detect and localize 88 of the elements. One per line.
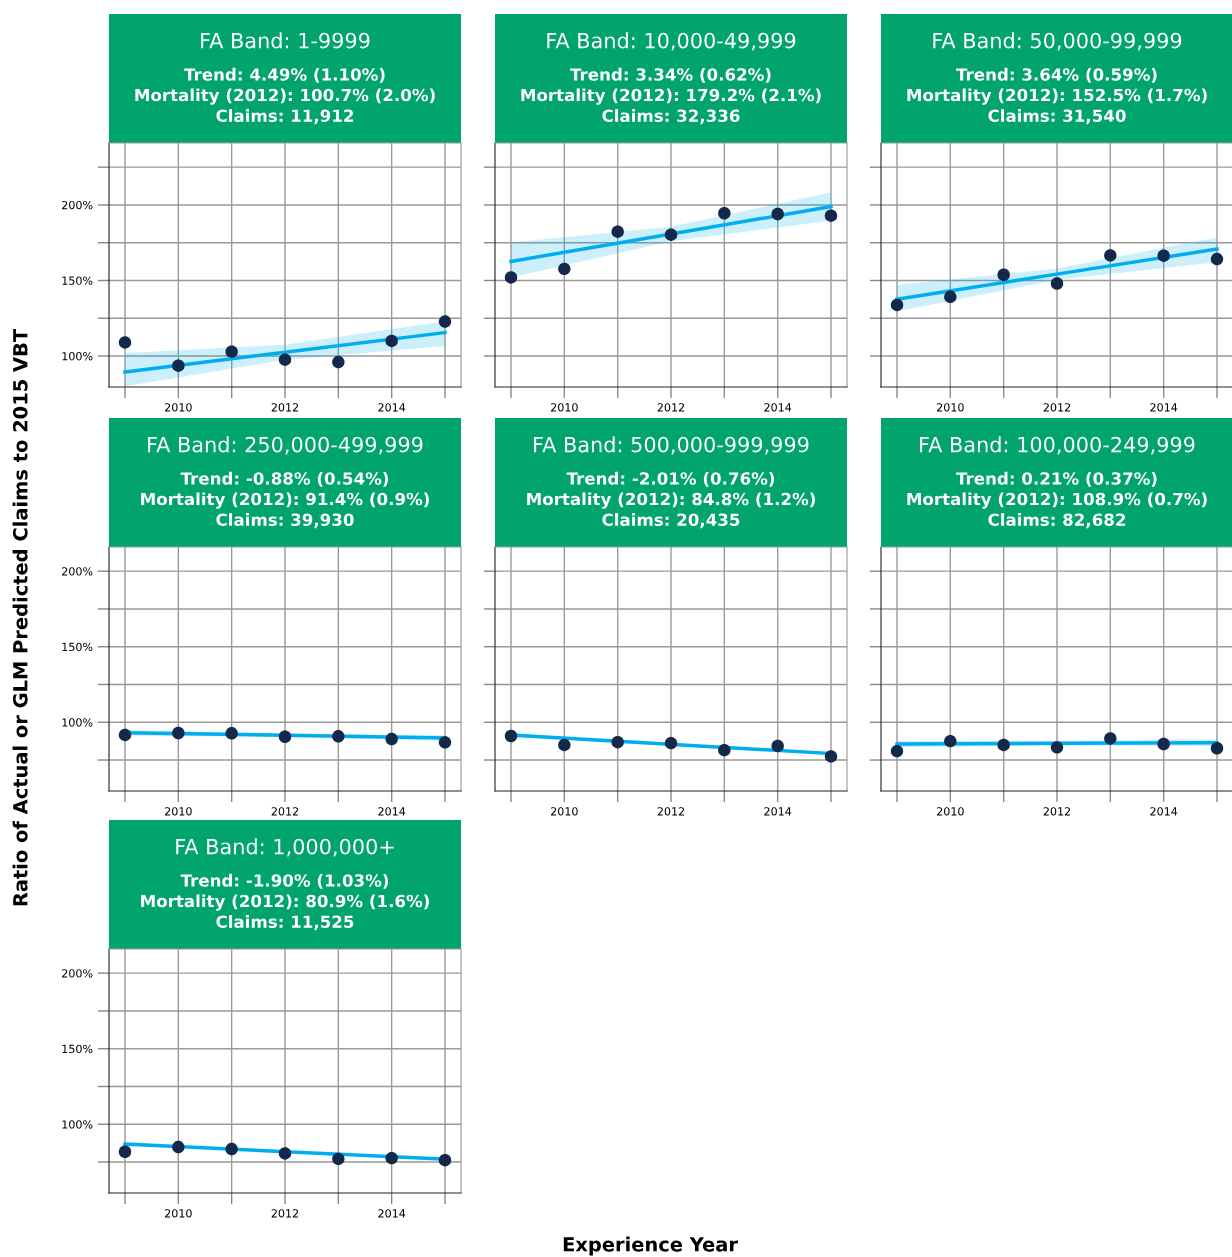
point xyxy=(1050,741,1064,754)
chart-subtitle: Trend: 4.49% (1.10%) Mortality (2012): 100.7% (2.0%) Claims: 11,912 xyxy=(135,67,435,125)
point xyxy=(824,209,838,222)
point xyxy=(1157,249,1170,262)
chart-title: FA Band: 250,000-499,999 xyxy=(148,436,423,455)
point xyxy=(278,730,292,743)
x-tick-label: 2014 xyxy=(1150,403,1178,412)
x-tick-label: 2014 xyxy=(378,1209,406,1218)
point xyxy=(718,207,731,220)
point xyxy=(1104,732,1117,745)
point xyxy=(944,290,957,304)
x-tick-label: 2010 xyxy=(165,403,192,412)
chart-subtitle: Trend: -2.01% (0.76%) Mortality (2012): 84.8% (1.2%) Claims: 20,435 xyxy=(527,471,815,529)
chart-title: FA Band: 100,000-249,999 xyxy=(920,436,1195,455)
y-tick-label: 100% xyxy=(62,1120,93,1129)
chart-title: FA Band: 10,000-49,999 xyxy=(547,32,796,51)
y-tick-label: 100% xyxy=(62,718,93,727)
x-tick-label: 2014 xyxy=(764,807,792,816)
x-tick-label: 2014 xyxy=(1150,807,1178,816)
x-tick-label: 2010 xyxy=(165,807,192,816)
point xyxy=(332,355,345,369)
point xyxy=(718,744,731,757)
y-tick-label: 200% xyxy=(62,567,93,576)
x-tick-label: 2014 xyxy=(378,807,406,816)
point xyxy=(332,730,345,743)
chart-subtitle: Trend: 3.34% (0.62%) Mortality (2012): 179.2% (2.1%) Claims: 32,336 xyxy=(521,67,821,125)
x-tick-label: 2010 xyxy=(551,807,578,816)
point xyxy=(1104,249,1117,262)
chart-subtitle: Trend: -1.90% (1.03%) Mortality (2012): 80.9% (1.6%) Claims: 11,525 xyxy=(141,873,429,931)
chart-title: FA Band: 50,000-99,999 xyxy=(933,32,1182,51)
point xyxy=(771,207,784,221)
point xyxy=(997,268,1010,281)
point xyxy=(438,736,452,749)
point xyxy=(611,735,624,749)
x-tick-label: 2014 xyxy=(764,403,792,412)
point xyxy=(611,225,624,238)
x-tick-label: 2012 xyxy=(271,403,299,412)
y-tick-label: 150% xyxy=(62,1044,93,1054)
x-tick-label: 2014 xyxy=(378,403,406,412)
x-tick-label: 2012 xyxy=(657,807,685,816)
point xyxy=(225,345,238,358)
x-axis-title: Experience Year xyxy=(563,1236,738,1256)
point xyxy=(385,732,398,746)
point xyxy=(1050,277,1064,290)
point xyxy=(118,336,132,349)
x-tick-label: 2010 xyxy=(937,807,964,816)
x-tick-label: 2010 xyxy=(165,1209,192,1218)
y-tick-label: 200% xyxy=(62,200,93,210)
y-axis-title: Ratio of Actual or GLM Predicted Claims to 2015 VBT xyxy=(12,328,28,906)
point xyxy=(944,734,957,748)
point xyxy=(890,744,904,758)
point xyxy=(1210,742,1224,755)
x-tick-label: 2012 xyxy=(657,403,685,412)
y-tick-label: 200% xyxy=(62,969,93,978)
point xyxy=(771,739,784,753)
x-tick-label: 2012 xyxy=(1043,403,1071,412)
chart-subtitle: Trend: -0.88% (0.54%) Mortality (2012): 91.4% (0.9%) Claims: 39,930 xyxy=(141,471,429,529)
x-tick-label: 2012 xyxy=(271,1209,299,1218)
x-tick-label: 2012 xyxy=(271,807,299,816)
chart-title: FA Band: 1-9999 xyxy=(201,32,370,49)
point xyxy=(1157,737,1170,751)
point xyxy=(225,727,238,740)
point xyxy=(118,728,132,742)
chart-subtitle: Trend: 3.64% (0.59%) Mortality (2012): 152.5% (1.7%) Claims: 31,540 xyxy=(907,67,1207,125)
point xyxy=(664,228,678,241)
point xyxy=(504,729,518,743)
y-tick-label: 150% xyxy=(62,642,93,652)
chart-title: FA Band: 1,000,000+ xyxy=(176,838,394,857)
point xyxy=(438,315,452,328)
point xyxy=(172,359,185,372)
point xyxy=(172,726,185,740)
point xyxy=(504,271,518,284)
chart-subtitle: Trend: 0.21% (0.37%) Mortality (2012): 108.9% (0.7%) Claims: 82,682 xyxy=(907,471,1207,529)
point xyxy=(890,298,904,312)
chart-title: FA Band: 500,000-999,999 xyxy=(534,436,809,455)
y-tick-label: 100% xyxy=(62,352,93,361)
x-tick-label: 2010 xyxy=(937,403,964,412)
point xyxy=(385,334,398,348)
y-tick-label: 150% xyxy=(62,276,93,285)
x-tick-label: 2010 xyxy=(551,403,578,412)
point xyxy=(1210,252,1224,266)
point xyxy=(997,738,1010,752)
point xyxy=(824,750,838,763)
point xyxy=(558,738,571,752)
point xyxy=(278,353,292,366)
point xyxy=(664,736,678,750)
point xyxy=(558,262,571,276)
x-tick-label: 2012 xyxy=(1043,807,1071,816)
